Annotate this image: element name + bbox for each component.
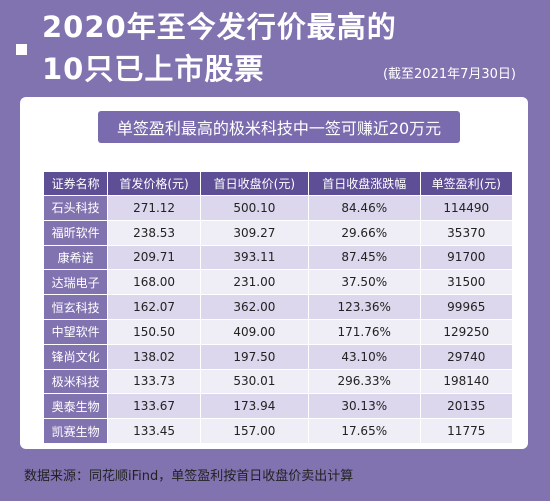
cell-stock-name: 石头科技 [42,195,109,221]
cell-first-day-close: 173.94 [199,393,309,420]
cell-profit-per-lot: 29740 [419,343,514,370]
cell-first-day-close: 530.01 [199,368,309,395]
cell-first-day-close: 393.11 [199,244,309,271]
table-row: 中望软件 150.50 409.00 171.76% 129250 [42,318,514,345]
cell-issue-price: 162.07 [107,294,201,320]
cell-first-day-close: 500.10 [199,195,309,221]
cell-profit-per-lot: 35370 [419,219,514,246]
data-source-note: 数据来源：同花顺iFind，单签盈利按首日收盘价卖出计算 [24,469,354,484]
highlight-banner: 单签盈利最高的极米科技中一签可赚近20万元 [98,111,460,143]
cell-issue-price: 133.73 [107,368,201,395]
cell-issue-price: 133.45 [107,418,201,444]
cell-stock-name: 凯赛生物 [42,418,109,444]
cell-first-day-change: 37.50% [307,269,421,296]
cell-profit-per-lot: 129250 [419,318,514,345]
table-row: 奥泰生物 133.67 173.94 30.13% 20135 [42,393,514,420]
cell-profit-per-lot: 31500 [419,269,514,296]
cell-issue-price: 138.02 [107,343,201,370]
cell-first-day-close: 309.27 [199,219,309,246]
table-row: 福昕软件 238.53 309.27 29.66% 35370 [42,219,514,246]
cell-profit-per-lot: 11775 [419,418,514,444]
cell-stock-name: 奥泰生物 [42,393,109,420]
cell-first-day-change: 29.66% [307,219,421,246]
cell-issue-price: 168.00 [107,269,201,296]
content-card: 单签盈利最高的极米科技中一签可赚近20万元 证券名称 首发价格(元) 首日收盘价… [20,97,528,449]
cell-profit-per-lot: 99965 [419,294,514,320]
table-row: 康希诺 209.71 393.11 87.45% 91700 [42,244,514,271]
cell-stock-name: 福昕软件 [42,219,109,246]
cell-first-day-change: 123.36% [307,294,421,320]
date-note: (截至2021年7月30日) [382,67,516,82]
cell-first-day-change: 296.33% [307,368,421,395]
cell-stock-name: 锋尚文化 [42,343,109,370]
cell-first-day-change: 84.46% [307,195,421,221]
cell-first-day-close: 231.00 [199,269,309,296]
header-issue-price: 首发价格(元) [107,171,201,196]
cell-first-day-change: 30.13% [307,393,421,420]
title-bullet-square [16,44,27,55]
cell-first-day-change: 87.45% [307,244,421,271]
cell-stock-name: 恒玄科技 [42,294,109,320]
table-row: 凯赛生物 133.45 157.00 17.65% 11775 [42,418,514,444]
table-row: 锋尚文化 138.02 197.50 43.10% 29740 [42,343,514,370]
cell-first-day-change: 171.76% [307,318,421,345]
title-line-2: 10只已上市股票 [42,52,265,86]
cell-first-day-close: 197.50 [199,343,309,370]
cell-profit-per-lot: 114490 [419,195,514,221]
table-header-row: 证券名称 首发价格(元) 首日收盘价(元) 首日收盘涨跌幅 单签盈利(元) [42,171,514,196]
stock-table: 证券名称 首发价格(元) 首日收盘价(元) 首日收盘涨跌幅 单签盈利(元) 石头… [42,171,514,444]
cell-issue-price: 133.67 [107,393,201,420]
cell-issue-price: 238.53 [107,219,201,246]
header-profit-per-lot: 单签盈利(元) [419,171,514,196]
cell-issue-price: 271.12 [107,195,201,221]
cell-profit-per-lot: 198140 [419,368,514,395]
cell-stock-name: 中望软件 [42,318,109,345]
cell-stock-name: 极米科技 [42,368,109,395]
header-name: 证券名称 [42,171,109,196]
cell-issue-price: 150.50 [107,318,201,345]
table-row: 达瑞电子 168.00 231.00 37.50% 31500 [42,269,514,296]
cell-stock-name: 达瑞电子 [42,269,109,296]
cell-first-day-close: 409.00 [199,318,309,345]
header-first-day-close: 首日收盘价(元) [199,171,309,196]
cell-first-day-change: 17.65% [307,418,421,444]
header-first-day-change: 首日收盘涨跌幅 [307,171,421,196]
cell-first-day-change: 43.10% [307,343,421,370]
cell-profit-per-lot: 20135 [419,393,514,420]
table-row: 恒玄科技 162.07 362.00 123.36% 99965 [42,294,514,320]
page-title: 2020年至今发行价最高的 10只已上市股票 [42,6,397,90]
cell-issue-price: 209.71 [107,244,201,271]
table-row: 极米科技 133.73 530.01 296.33% 198140 [42,368,514,395]
cell-first-day-close: 157.00 [199,418,309,444]
cell-profit-per-lot: 91700 [419,244,514,271]
cell-first-day-close: 362.00 [199,294,309,320]
cell-stock-name: 康希诺 [42,244,109,271]
table-row: 石头科技 271.12 500.10 84.46% 114490 [42,195,514,221]
title-line-1: 2020年至今发行价最高的 [42,10,397,44]
